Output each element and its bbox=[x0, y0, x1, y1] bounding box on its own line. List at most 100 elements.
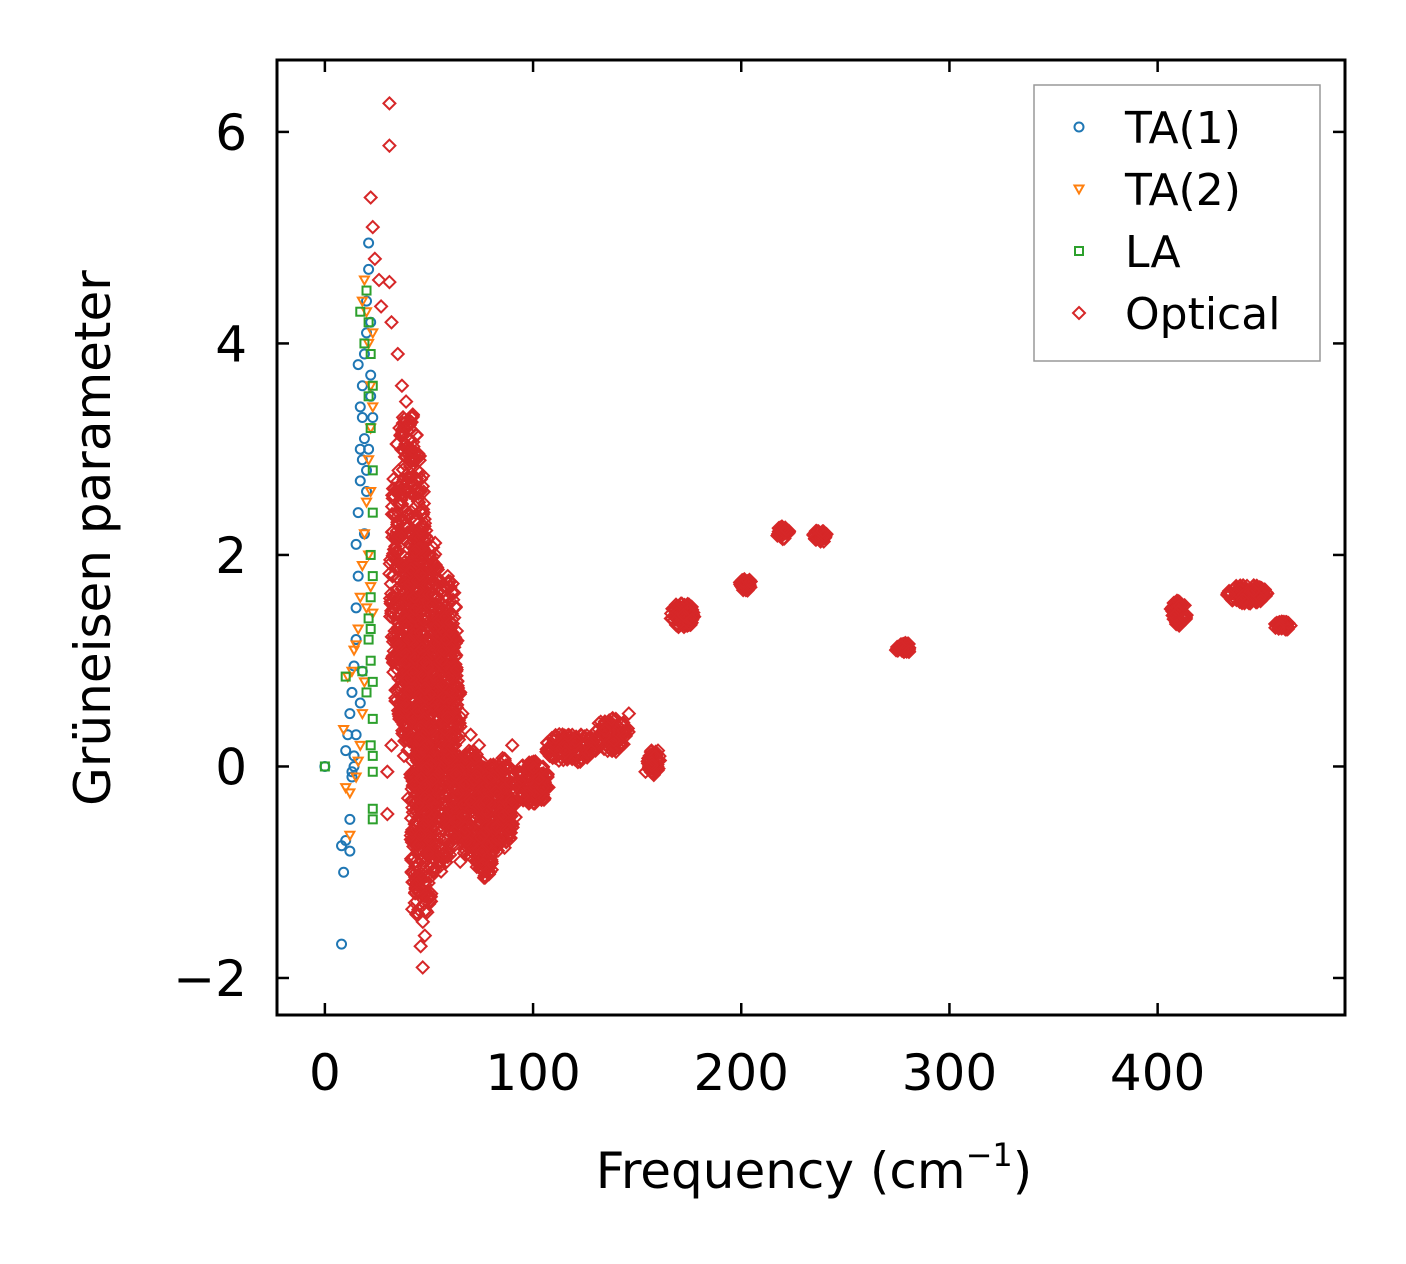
point-la bbox=[363, 317, 374, 328]
point-la bbox=[365, 592, 376, 603]
point-optical bbox=[479, 804, 495, 820]
point-optical bbox=[402, 432, 418, 448]
point-optical bbox=[446, 795, 461, 811]
point-ta1 bbox=[363, 237, 375, 249]
point-optical bbox=[675, 607, 691, 623]
point-optical bbox=[443, 651, 459, 666]
point-la bbox=[365, 655, 376, 666]
point-optical bbox=[1166, 608, 1182, 624]
point-optical bbox=[600, 716, 616, 732]
point-ta2 bbox=[364, 486, 377, 499]
point-optical bbox=[407, 895, 423, 911]
point-ta2 bbox=[358, 677, 371, 689]
point-ta1 bbox=[354, 475, 366, 487]
point-optical bbox=[542, 748, 558, 764]
point-optical bbox=[391, 562, 407, 578]
point-optical bbox=[441, 682, 457, 698]
legend-label-ta2: TA(2) bbox=[1124, 165, 1241, 216]
point-optical bbox=[414, 587, 430, 603]
point-optical bbox=[419, 812, 435, 828]
point-optical bbox=[1235, 592, 1251, 607]
point-optical bbox=[418, 655, 434, 671]
point-optical bbox=[449, 697, 465, 713]
point-optical bbox=[367, 251, 383, 267]
point-optical bbox=[440, 709, 456, 725]
point-optical bbox=[612, 737, 628, 753]
point-ta1 bbox=[344, 813, 356, 825]
point-optical bbox=[458, 747, 473, 763]
point-optical bbox=[449, 699, 465, 715]
point-optical bbox=[444, 606, 460, 621]
point-optical bbox=[421, 753, 436, 769]
point-optical bbox=[468, 750, 483, 766]
point-ta1 bbox=[354, 401, 366, 413]
point-optical bbox=[387, 623, 403, 639]
point-optical bbox=[409, 583, 425, 599]
point-optical bbox=[403, 792, 419, 808]
point-optical bbox=[417, 689, 433, 705]
point-optical bbox=[427, 620, 443, 636]
point-la bbox=[367, 465, 378, 476]
point-optical bbox=[526, 760, 541, 776]
point-optical bbox=[504, 737, 520, 753]
point-la bbox=[365, 549, 376, 560]
point-optical bbox=[644, 755, 660, 771]
point-optical bbox=[449, 662, 465, 678]
legend-marker-la bbox=[1074, 246, 1084, 256]
point-ta2 bbox=[362, 455, 375, 467]
point-optical bbox=[412, 732, 428, 747]
point-optical bbox=[531, 771, 547, 787]
point-optical bbox=[455, 777, 471, 793]
point-optical bbox=[893, 639, 909, 655]
point-ta2 bbox=[354, 592, 367, 604]
point-optical bbox=[604, 711, 620, 727]
point-ta1 bbox=[356, 411, 368, 423]
point-optical bbox=[398, 613, 414, 629]
point-optical bbox=[484, 862, 500, 878]
point-optical bbox=[363, 190, 379, 205]
point-la bbox=[367, 571, 378, 582]
point-optical bbox=[557, 737, 573, 752]
point-ta1 bbox=[367, 411, 379, 423]
point-optical bbox=[900, 636, 916, 651]
point-optical bbox=[398, 698, 414, 714]
point-la bbox=[367, 380, 378, 391]
point-ta1 bbox=[363, 263, 375, 275]
point-ta1 bbox=[365, 369, 377, 381]
point-optical bbox=[484, 856, 500, 871]
point-ta2 bbox=[343, 830, 357, 842]
point-optical bbox=[424, 587, 440, 603]
point-optical bbox=[537, 790, 552, 806]
point-ta1 bbox=[340, 745, 352, 757]
point-optical bbox=[473, 830, 489, 846]
point-optical bbox=[681, 610, 697, 626]
point-optical bbox=[412, 625, 428, 641]
point-optical bbox=[388, 582, 404, 597]
point-la bbox=[355, 306, 366, 317]
point-optical bbox=[365, 219, 381, 235]
point-la bbox=[359, 338, 370, 349]
point-optical bbox=[420, 845, 436, 861]
point-ta1 bbox=[358, 348, 370, 360]
point-optical bbox=[398, 647, 414, 663]
point-optical bbox=[501, 819, 517, 834]
point-optical bbox=[501, 822, 516, 838]
point-ta2 bbox=[337, 724, 350, 736]
point-optical bbox=[390, 346, 406, 362]
point-optical bbox=[621, 706, 637, 722]
point-optical bbox=[410, 797, 426, 813]
point-optical bbox=[444, 684, 460, 700]
x-tick-label: 300 bbox=[902, 1044, 997, 1102]
point-la bbox=[367, 803, 378, 814]
point-optical bbox=[463, 727, 479, 743]
point-optical bbox=[449, 623, 465, 639]
point-optical bbox=[570, 754, 586, 770]
point-optical bbox=[445, 592, 461, 608]
point-optical bbox=[373, 299, 389, 314]
point-optical bbox=[398, 394, 414, 410]
point-optical bbox=[618, 728, 634, 744]
point-optical bbox=[402, 565, 418, 580]
point-optical bbox=[419, 904, 435, 920]
point-optical bbox=[901, 644, 917, 660]
point-optical bbox=[438, 632, 454, 648]
